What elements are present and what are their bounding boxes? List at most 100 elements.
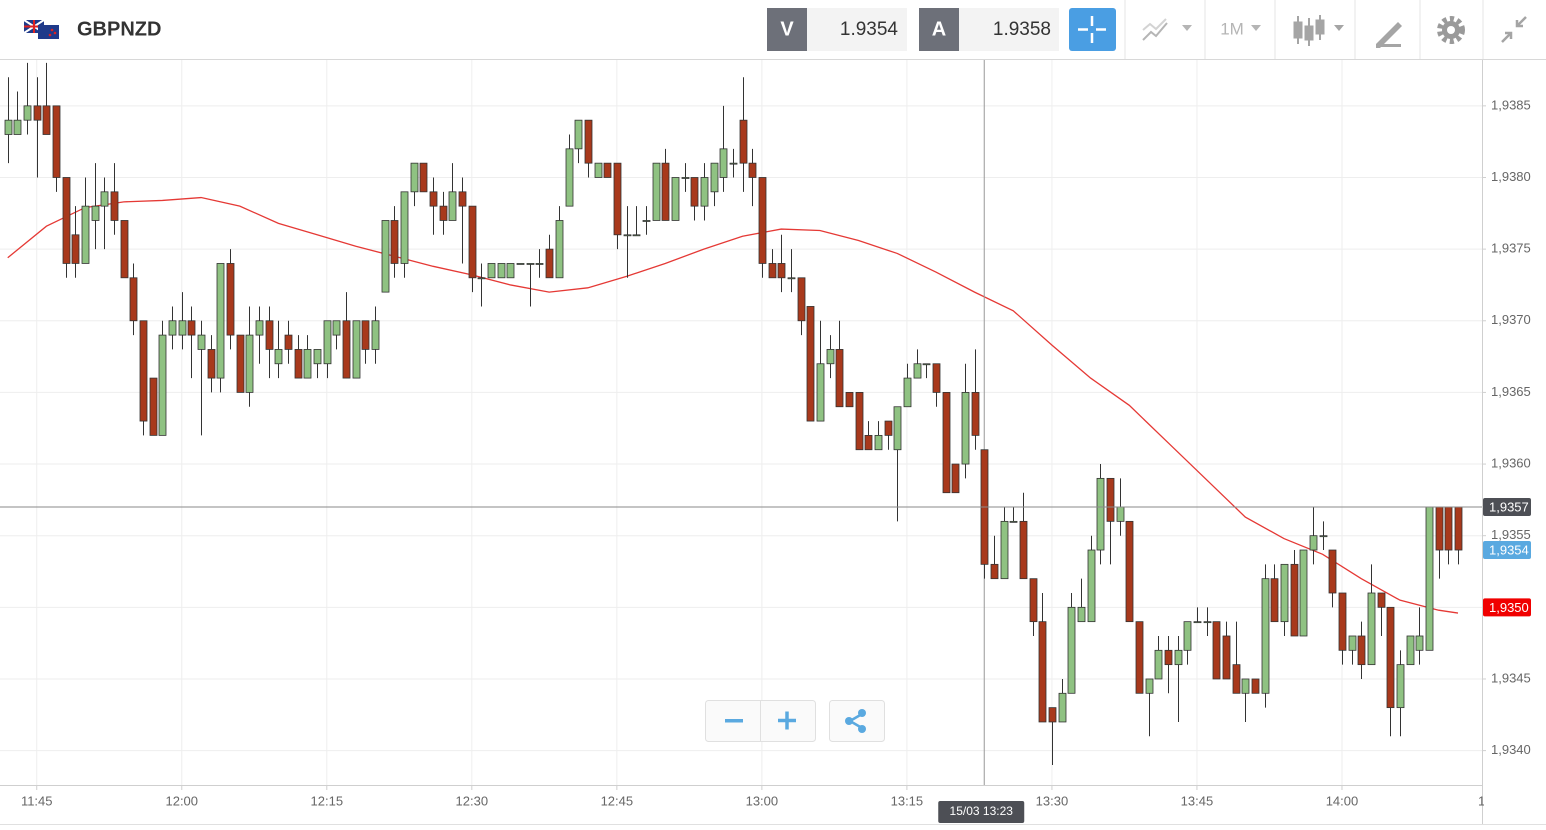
y-tick-label: 1,9375 [1491, 241, 1531, 256]
crosshair-label-box [938, 801, 1025, 823]
candle-body [226, 263, 235, 336]
ask-button[interactable] [919, 8, 959, 51]
candle-body [613, 162, 622, 236]
candle-body [1019, 520, 1028, 580]
x-tick-label: 13:00 [746, 793, 779, 808]
symbol: GBPNZD [77, 18, 161, 40]
candle-body [1367, 592, 1376, 666]
candle-body [1454, 506, 1463, 551]
candle-body [1125, 520, 1134, 623]
candle-body [13, 119, 22, 135]
candle-body [236, 334, 245, 393]
candle-body [42, 105, 51, 135]
candle-body [371, 320, 380, 350]
candle-body [1415, 635, 1424, 651]
candle-body [526, 263, 535, 265]
candle-body [1067, 606, 1076, 694]
x-tick-label: 13:30 [1036, 793, 1069, 808]
candle-body [1270, 578, 1279, 623]
price-label-box [1483, 541, 1531, 560]
candle-body [1396, 664, 1405, 709]
candle-body [429, 191, 438, 207]
candle-body [129, 277, 138, 322]
candle-body [1154, 649, 1163, 680]
ask-box [959, 8, 1059, 51]
x-tick-label: 14: [1478, 793, 1496, 808]
timeframe-button[interactable]: 1M [1220, 19, 1244, 38]
candle-body [1241, 678, 1250, 694]
y-tick-label: 1,9370 [1491, 312, 1531, 327]
price-label-box [1483, 598, 1531, 617]
crosshair-button[interactable] [1069, 8, 1116, 51]
candle-body [265, 320, 274, 350]
candle-body [274, 349, 283, 365]
ask-price: 1.9358 [993, 19, 1051, 40]
overlay: 1,9357 1,9354 1,9350 15/03 13:23 [938, 498, 1531, 823]
candle-body [506, 263, 515, 279]
x-tick-label: 12:15 [311, 793, 344, 808]
candle-body [468, 205, 477, 279]
candle-body [62, 177, 71, 264]
price-label: 1,9350 [1489, 600, 1529, 615]
candle-body [845, 392, 854, 408]
candle-body [197, 334, 206, 350]
y-tick-label: 1,9365 [1491, 384, 1531, 399]
share-button[interactable] [845, 709, 866, 733]
candle-body [855, 392, 864, 451]
candle-body [903, 377, 912, 408]
candle-body [1299, 549, 1308, 637]
y-tick-label: 1,9345 [1491, 670, 1531, 685]
candle-body [1193, 621, 1202, 624]
y-axis: 1,9340 1,9345 1,9350 1,9355 1,9360 1,9365 1,93… [1482, 97, 1531, 757]
candle-body [4, 119, 13, 135]
candle-body [178, 320, 187, 336]
candle-body [942, 392, 951, 494]
candle-body [1048, 707, 1057, 723]
candle-body [1106, 477, 1115, 522]
candle-body [1029, 578, 1038, 623]
candle-body [990, 563, 999, 580]
candle-body [864, 434, 873, 451]
draw-tool-button[interactable] [1376, 22, 1402, 48]
candle-body [922, 363, 931, 366]
candle-body [1290, 563, 1299, 637]
candle-body [690, 177, 699, 207]
candle-body [361, 320, 370, 350]
candle-body [1319, 535, 1328, 538]
bid-button[interactable] [767, 8, 807, 51]
candle-body [1096, 477, 1105, 551]
candle-body [1174, 649, 1183, 666]
collapse-button[interactable] [1501, 16, 1527, 43]
x-tick-label: 14:00 [1326, 793, 1359, 808]
candle-body [826, 349, 835, 365]
candle-body [313, 349, 322, 365]
candle-body [120, 220, 129, 279]
candle-body [1000, 520, 1009, 580]
zoom-in-button[interactable] [778, 711, 796, 730]
candle-body [1145, 678, 1154, 694]
candle-body [245, 334, 254, 393]
candle-body [410, 162, 419, 193]
candle-body [1087, 549, 1096, 623]
candle-body [535, 263, 544, 265]
candle-body [439, 205, 448, 221]
candle-body [681, 177, 690, 179]
x-tick-label: 13:45 [1181, 793, 1214, 808]
candle-body [149, 377, 158, 436]
candle-body [1348, 635, 1357, 651]
candle-body [719, 148, 728, 178]
candle-body [700, 177, 709, 207]
candle-body [961, 392, 970, 465]
candle-body [797, 277, 806, 322]
candle-body [33, 105, 42, 121]
candle-body [187, 320, 196, 336]
candle-body [1135, 621, 1144, 694]
candle-type-button[interactable] [1293, 15, 1344, 46]
settings-button[interactable] [1437, 16, 1465, 44]
candle-body [381, 220, 390, 293]
bid-label: V [780, 18, 794, 40]
chart-type-button[interactable] [1142, 18, 1192, 41]
candle-body [1183, 621, 1192, 651]
candle-body [874, 434, 883, 451]
zoom-out-button[interactable] [725, 719, 743, 723]
